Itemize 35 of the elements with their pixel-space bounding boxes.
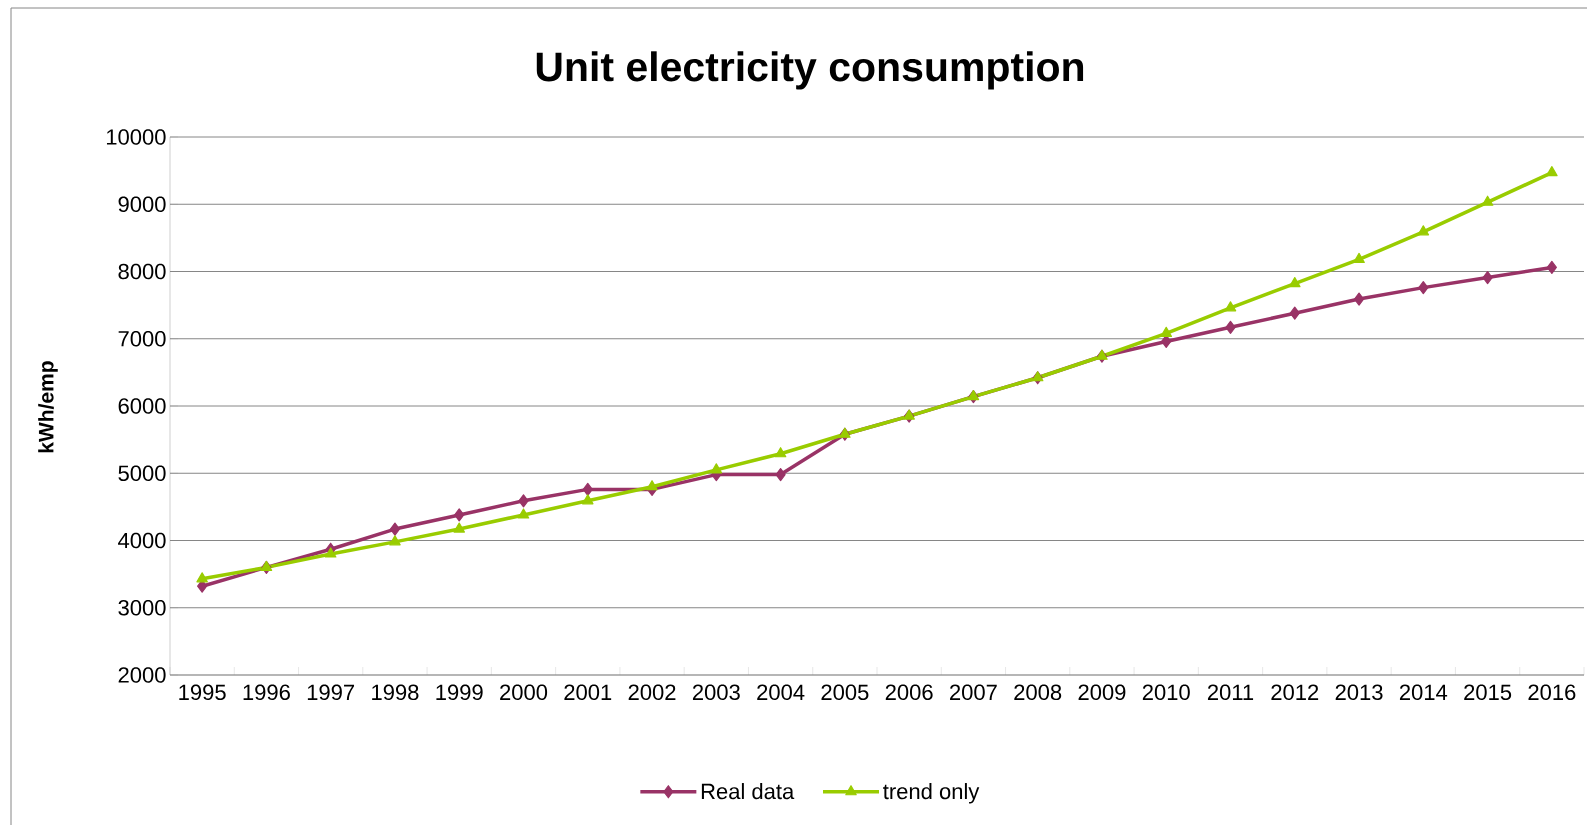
x-tick-label: 2005 [821, 684, 869, 701]
x-tick-label: 2013 [1335, 684, 1383, 701]
chart-title: Unit electricity consumption [536, 51, 1084, 90]
x-tick-label: 1996 [243, 684, 290, 701]
x-tick-label: 2001 [564, 684, 612, 701]
y-tick-label: 8000 [118, 263, 166, 280]
x-tick-label: 2000 [500, 684, 548, 701]
x-tick-label: 2004 [757, 684, 805, 701]
y-tick-label: 9000 [118, 196, 166, 213]
y-axis-title: kWh/emp [38, 361, 58, 453]
x-tick-label: 1998 [372, 684, 419, 701]
y-tick-label: 2000 [118, 667, 166, 683]
x-tick-label: 1999 [436, 684, 483, 701]
x-tick-label: 2014 [1399, 684, 1448, 701]
x-tick-label: 1997 [307, 684, 355, 701]
x-tick-label: 1995 [179, 684, 226, 701]
x-tick-label: 2011 [1207, 684, 1254, 701]
x-tick-label: 2006 [885, 684, 933, 701]
x-tick-label: 2003 [692, 684, 740, 701]
y-tick-label: 10000 [106, 129, 166, 145]
x-tick-label: 2015 [1464, 684, 1512, 701]
y-tick-label: 3000 [118, 599, 166, 616]
x-tick-label: 2010 [1142, 684, 1190, 701]
x-tick-label: 2007 [950, 684, 997, 701]
x-tick-label: 2016 [1528, 684, 1576, 701]
x-tick-label: 2012 [1271, 684, 1319, 701]
x-tick-label: 2008 [1014, 684, 1062, 701]
y-tick-label: 4000 [118, 532, 166, 549]
x-tick-label: 2002 [628, 684, 676, 701]
legend-label: Real data [701, 783, 795, 800]
x-tick-label: 2009 [1078, 684, 1126, 701]
y-tick-label: 5000 [118, 465, 166, 482]
y-tick-label: 6000 [118, 398, 166, 414]
legend-label: trend only [883, 783, 980, 804]
y-tick-label: 7000 [118, 330, 166, 347]
